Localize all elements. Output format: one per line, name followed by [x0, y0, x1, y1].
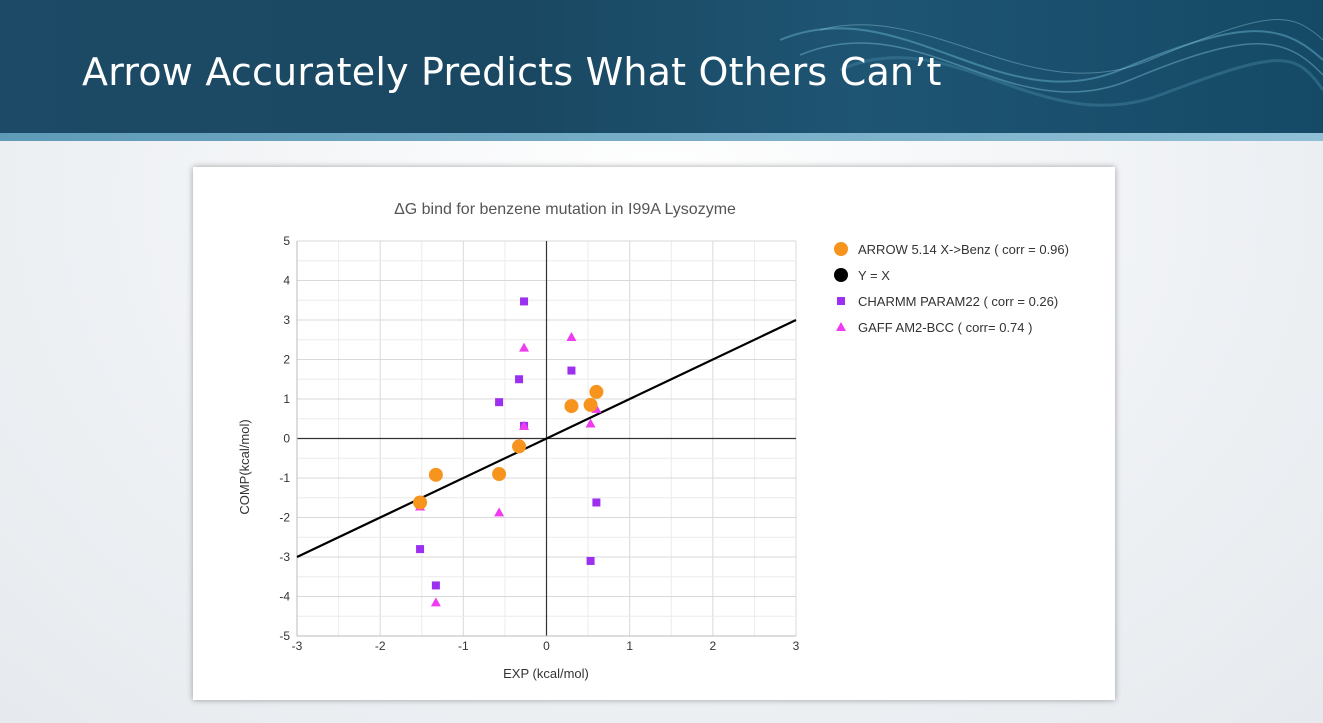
- circle-data-point: [512, 439, 527, 454]
- y-tick-label: 5: [283, 234, 290, 248]
- legend-marker: [837, 297, 845, 305]
- x-tick-label: 0: [543, 639, 550, 653]
- square-data-point: [520, 297, 529, 306]
- y-tick-label: -4: [279, 590, 290, 604]
- legend-label: Y = X: [858, 268, 890, 283]
- legend-label: GAFF AM2-BCC ( corr= 0.74 ): [858, 320, 1032, 335]
- square-data-point: [416, 545, 425, 554]
- y-tick-label: -1: [279, 471, 290, 485]
- x-tick-label: -2: [375, 639, 386, 653]
- triangle-data-point: [430, 597, 441, 607]
- chart-title: ΔG bind for benzene mutation in I99A Lys…: [394, 201, 736, 218]
- header-wave-decoration: [779, 19, 1323, 107]
- slide-title: Arrow Accurately Predicts What Others Ca…: [82, 50, 942, 94]
- x-tick-label: 3: [793, 639, 800, 653]
- square-data-point: [586, 556, 595, 565]
- scatter-chart: ΔG bind for benzene mutation in I99A Lys…: [237, 201, 1069, 681]
- circle-data-point: [564, 399, 579, 414]
- circle-data-point: [583, 397, 598, 412]
- legend-marker: [834, 268, 848, 282]
- triangle-data-point: [519, 420, 530, 430]
- x-tick-label: 2: [709, 639, 716, 653]
- chart-frame: ΔG bind for benzene mutation in I99A Lys…: [193, 167, 1115, 700]
- circle-data-point: [492, 467, 507, 482]
- square-data-point: [431, 581, 440, 590]
- y-tick-label: 3: [283, 313, 290, 327]
- chart-series: [296, 297, 797, 607]
- y-tick-label: 1: [283, 392, 290, 406]
- triangle-data-point: [519, 342, 530, 352]
- triangle-data-point: [585, 418, 596, 428]
- y-tick-label: 4: [283, 274, 290, 288]
- circle-data-point: [428, 467, 443, 482]
- square-data-point: [495, 398, 504, 407]
- y-tick-label: -3: [279, 550, 290, 564]
- y-equals-x-line: [296, 319, 797, 558]
- square-data-point: [515, 375, 524, 384]
- y-tick-label: 0: [283, 432, 290, 446]
- triangle-data-point: [566, 331, 577, 341]
- y-tick-label: -5: [279, 629, 290, 643]
- square-data-point: [592, 498, 601, 507]
- circle-data-point: [413, 495, 428, 510]
- legend-label: CHARMM PARAM22 ( corr = 0.26): [858, 294, 1058, 309]
- legend-marker: [836, 322, 846, 331]
- x-tick-label: -3: [292, 639, 303, 653]
- x-tick-label: 1: [626, 639, 633, 653]
- y-axis-label: COMP(kcal/mol): [237, 419, 252, 514]
- y-tick-label: 2: [283, 353, 290, 367]
- chart-legend: ARROW 5.14 X->Benz ( corr = 0.96) Y = X CH…: [834, 242, 1069, 335]
- chart-axes: [296, 241, 796, 637]
- legend-label: ARROW 5.14 X->Benz ( corr = 0.96): [858, 242, 1069, 257]
- x-tick-label: -1: [458, 639, 469, 653]
- slide-header: Arrow Accurately Predicts What Others Ca…: [0, 0, 1323, 133]
- square-data-point: [567, 366, 576, 375]
- legend-marker: [834, 242, 848, 256]
- circle-data-point: [589, 384, 604, 399]
- header-stripe: [0, 133, 1323, 141]
- y-tick-label: -2: [279, 511, 290, 525]
- triangle-data-point: [494, 507, 505, 517]
- x-axis-label: EXP (kcal/mol): [503, 666, 589, 681]
- chart-ticks: -3 -2 -1 0 1 2 3 -5 -4 -3 -2 -1 0 1 2 3 4 5: [279, 234, 799, 653]
